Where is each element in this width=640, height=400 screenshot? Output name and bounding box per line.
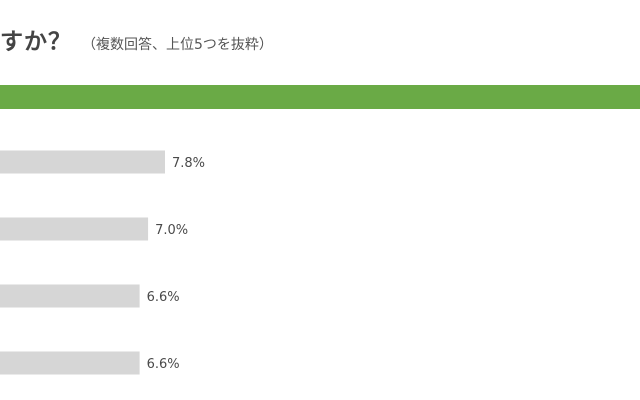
bar-value-label-2: 7.0% xyxy=(155,223,188,238)
bar-3 xyxy=(0,284,140,308)
accent-header-bar xyxy=(0,85,640,109)
bar-2 xyxy=(0,217,149,241)
chart-title: すか？ xyxy=(0,29,72,55)
chart-title-row: すか？ （複数回答、上位5つを抜粋） xyxy=(0,22,273,58)
bar-value-label-1: 7.8% xyxy=(172,156,205,171)
bar-4 xyxy=(0,351,140,375)
bar-1 xyxy=(0,150,165,174)
chart-subtitle: （複数回答、上位5つを抜粋） xyxy=(82,37,273,53)
bar-chart: 7.8% 7.0% 6.6% 6.6% xyxy=(0,150,205,375)
bar-value-label-3: 6.6% xyxy=(147,290,180,305)
bar-value-label-4: 6.6% xyxy=(147,357,180,372)
